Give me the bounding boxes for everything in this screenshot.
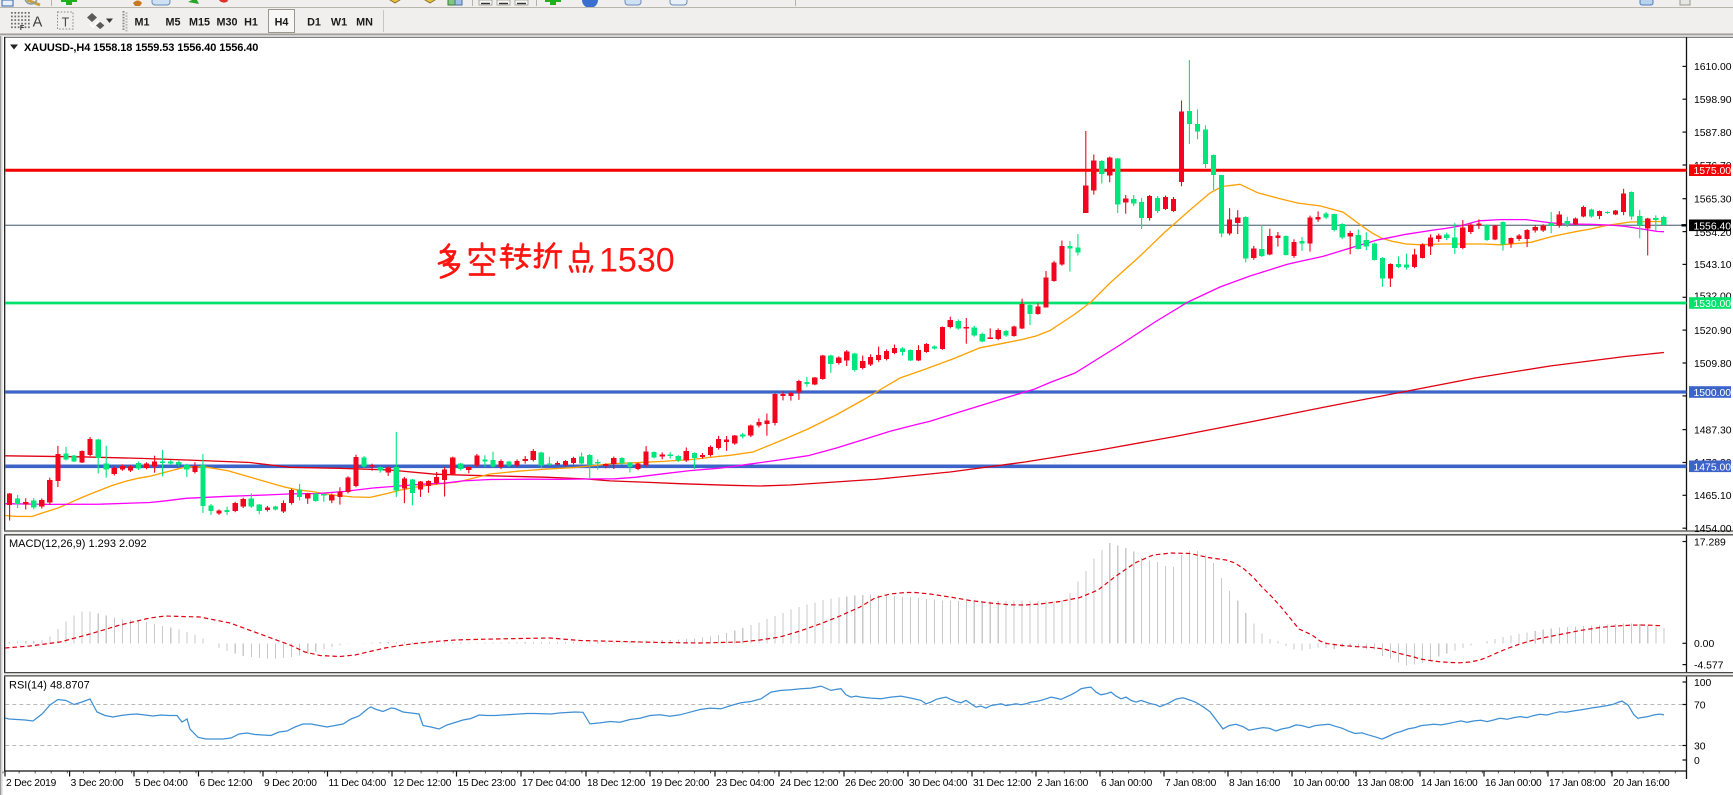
svg-text:26 Dec 20:00: 26 Dec 20:00 (845, 778, 904, 789)
svg-text:1575.00: 1575.00 (1694, 166, 1732, 177)
svg-text:1520.90: 1520.90 (1694, 326, 1732, 337)
svg-text:M1: M1 (135, 17, 150, 29)
svg-text:1610.00: 1610.00 (1694, 62, 1732, 73)
svg-text:9 Dec 20:00: 9 Dec 20:00 (264, 778, 317, 789)
svg-text:11 Dec 04:00: 11 Dec 04:00 (329, 778, 387, 789)
svg-text:T: T (62, 16, 70, 30)
svg-text:M5: M5 (166, 17, 181, 29)
svg-text:2 Dec 2019: 2 Dec 2019 (6, 778, 57, 789)
svg-text:2 Jan 16:00: 2 Jan 16:00 (1037, 778, 1089, 789)
svg-text:12 Dec 12:00: 12 Dec 12:00 (393, 778, 452, 789)
svg-text:1598.90: 1598.90 (1694, 95, 1732, 106)
svg-text:1556.40: 1556.40 (1694, 221, 1732, 232)
svg-text:1475.00: 1475.00 (1694, 462, 1732, 473)
svg-text:13 Jan 08:00: 13 Jan 08:00 (1357, 778, 1414, 789)
svg-text:H4: H4 (275, 17, 289, 29)
svg-text:30 Dec 04:00: 30 Dec 04:00 (909, 778, 968, 789)
svg-text:M30: M30 (216, 17, 237, 29)
svg-text:W1: W1 (331, 17, 347, 29)
svg-text:F: F (20, 23, 25, 32)
svg-text:3 Dec 20:00: 3 Dec 20:00 (71, 778, 124, 789)
svg-text:5 Dec 04:00: 5 Dec 04:00 (135, 778, 188, 789)
svg-text:1554.20: 1554.20 (1694, 228, 1732, 239)
svg-text:6 Jan 00:00: 6 Jan 00:00 (1101, 778, 1153, 789)
svg-text:14 Jan 16:00: 14 Jan 16:00 (1421, 778, 1478, 789)
svg-text:MACD(12,26,9) 1.293 2.092: MACD(12,26,9) 1.293 2.092 (9, 538, 147, 550)
svg-text:0: 0 (1694, 756, 1700, 767)
svg-text:MN: MN (356, 17, 373, 29)
svg-text:7 Jan 08:00: 7 Jan 08:00 (1165, 778, 1217, 789)
svg-text:D1: D1 (307, 17, 321, 29)
svg-text:100: 100 (1694, 678, 1712, 689)
svg-text:17 Jan 08:00: 17 Jan 08:00 (1549, 778, 1606, 789)
svg-text:RSI(14) 48.8707: RSI(14) 48.8707 (9, 680, 90, 692)
svg-text:15 Dec 23:00: 15 Dec 23:00 (458, 778, 517, 789)
svg-text:A: A (33, 15, 43, 31)
svg-text:1500.00: 1500.00 (1694, 388, 1732, 399)
svg-text:M15: M15 (189, 17, 210, 29)
svg-text:1532.00: 1532.00 (1694, 292, 1732, 303)
svg-text:24 Dec 12:00: 24 Dec 12:00 (780, 778, 839, 789)
svg-text:1509.80: 1509.80 (1694, 359, 1732, 370)
svg-text:10 Jan 00:00: 10 Jan 00:00 (1293, 778, 1350, 789)
svg-text:30: 30 (1694, 741, 1706, 752)
svg-text:1454.00: 1454.00 (1694, 524, 1732, 535)
svg-text:16 Jan 00:00: 16 Jan 00:00 (1485, 778, 1542, 789)
svg-text:-4.577: -4.577 (1694, 660, 1724, 671)
svg-text:19 Dec 20:00: 19 Dec 20:00 (651, 778, 710, 789)
svg-text:20 Jan 16:00: 20 Jan 16:00 (1613, 778, 1670, 789)
svg-text:1487.30: 1487.30 (1694, 425, 1732, 436)
svg-text:17 Dec 04:00: 17 Dec 04:00 (522, 778, 581, 789)
svg-text:31 Dec 12:00: 31 Dec 12:00 (973, 778, 1032, 789)
svg-text:23 Dec 04:00: 23 Dec 04:00 (716, 778, 775, 789)
svg-text:70: 70 (1694, 700, 1706, 711)
svg-text:1530: 1530 (599, 242, 675, 280)
svg-text:XAUUSD-,H4 1558.18 1559.53 15: XAUUSD-,H4 1558.18 1559.53 1556.40 1556.… (24, 42, 258, 54)
svg-text:1530.00: 1530.00 (1694, 299, 1732, 310)
svg-text:17.289: 17.289 (1694, 537, 1726, 548)
svg-text:1565.30: 1565.30 (1694, 195, 1732, 206)
svg-text:H1: H1 (244, 17, 258, 29)
svg-text:6 Dec 12:00: 6 Dec 12:00 (200, 778, 253, 789)
svg-text:1465.10: 1465.10 (1694, 491, 1732, 502)
svg-text:1543.10: 1543.10 (1694, 260, 1732, 271)
svg-text:18 Dec 12:00: 18 Dec 12:00 (587, 778, 646, 789)
svg-text:0.00: 0.00 (1694, 639, 1714, 650)
svg-text:8 Jan 16:00: 8 Jan 16:00 (1229, 778, 1281, 789)
svg-text:1587.80: 1587.80 (1694, 128, 1732, 139)
